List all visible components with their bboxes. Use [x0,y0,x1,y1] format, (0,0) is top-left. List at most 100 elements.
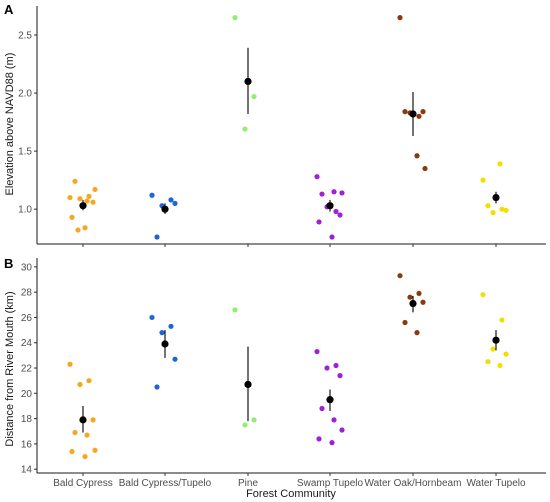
data-point [86,378,92,384]
data-point [92,186,98,193]
data-point [316,436,322,442]
data-point [149,314,155,321]
data-point [339,427,345,433]
x-tick-label: Water Oak/Hornbeam [365,478,462,489]
mean-point [79,202,87,210]
mean-point [244,77,252,86]
data-point [497,161,503,167]
mean-point [326,202,334,210]
x-tick-label: Bald Cypress/Tupelo [119,478,212,489]
panel-b-x-ticks: Bald Cypress Bald Cypress/Tupelo Pine Swamp… [53,473,526,489]
data-point [503,351,509,357]
data-point [333,208,339,215]
panel-b-y-axis-title: Distance from River Mouth (km) [4,291,16,446]
data-point [490,346,496,352]
mean-point [409,299,417,308]
y-tick-label: 1.0 [18,205,32,216]
panel-a-y-ticks: 1.0 1.5 2.0 2.5 [18,31,37,216]
data-point [69,448,75,455]
data-point [316,219,322,225]
data-point [242,422,248,428]
data-point [232,307,238,313]
y-tick-label: 22 [21,364,33,375]
x-tick-label: Water Tupelo [466,478,526,489]
data-point [72,178,78,184]
y-tick-label: 2.5 [18,31,32,42]
data-point [90,199,96,205]
data-point [159,330,165,336]
data-point [490,210,496,216]
data-point [251,93,257,100]
mean-point [161,205,169,213]
data-point [75,227,81,233]
data-point [497,362,503,369]
data-point [232,15,238,21]
data-point [339,190,345,196]
data-point [402,319,408,326]
panel-a-tag: A [4,2,14,17]
data-point [485,359,491,365]
data-point [242,126,248,132]
mean-point [492,193,500,202]
data-point [82,453,88,460]
y-tick-label: 30 [21,262,33,273]
y-tick-label: 28 [21,288,33,299]
data-point [416,290,422,297]
data-point [172,356,178,362]
x-axis-title: Forest Community [246,488,336,500]
data-point [172,200,178,206]
panel-a-x-ticks [82,244,497,247]
data-point [251,417,257,423]
mean-point [244,380,252,389]
panel-b-y-ticks: 14 16 18 20 22 24 26 28 30 [21,262,37,476]
y-tick-label: 20 [21,389,33,400]
data-point [86,193,92,199]
data-point [314,174,320,180]
data-point [67,361,73,367]
data-point [314,348,320,355]
data-point [90,417,96,423]
data-point [82,225,88,231]
panel-b: B Distance from River Mouth (km) 14 16 18 2… [4,256,546,500]
data-point [414,153,420,159]
mean-point [492,336,500,344]
data-point [485,203,491,209]
panel-b-marks [67,273,509,460]
data-point [92,447,98,453]
data-point [329,234,335,240]
x-tick-label: Swamp Tupelo [297,478,364,489]
panel-a: A Elevation above NAVD88 (m) 1.0 1.5 2.0 2.… [4,2,546,247]
data-point [397,273,403,279]
data-point [407,294,413,300]
data-point [319,405,325,412]
data-point [422,165,428,172]
data-point [67,194,73,201]
y-tick-label: 18 [21,414,33,425]
data-point [324,365,330,371]
data-point [333,362,339,369]
data-point [72,429,78,436]
data-point [503,207,509,213]
y-tick-label: 2.0 [18,89,32,100]
panel-a-marks [67,15,509,240]
data-point [69,214,75,220]
data-point [149,192,155,198]
data-point [414,330,420,336]
panel-b-tag: B [4,256,13,271]
data-point [77,381,83,388]
data-point [420,299,426,305]
y-tick-label: 1.5 [18,147,32,158]
mean-point [409,110,417,118]
data-point [337,212,343,218]
data-point [420,109,426,115]
data-point [402,109,408,115]
y-tick-label: 16 [21,439,33,450]
panel-a-y-axis-title: Elevation above NAVD88 (m) [4,53,16,196]
mean-point [161,340,169,348]
data-point [329,440,335,446]
x-tick-label: Pine [238,478,258,489]
data-point [397,15,403,21]
data-point [84,198,90,204]
y-tick-label: 24 [21,338,33,349]
